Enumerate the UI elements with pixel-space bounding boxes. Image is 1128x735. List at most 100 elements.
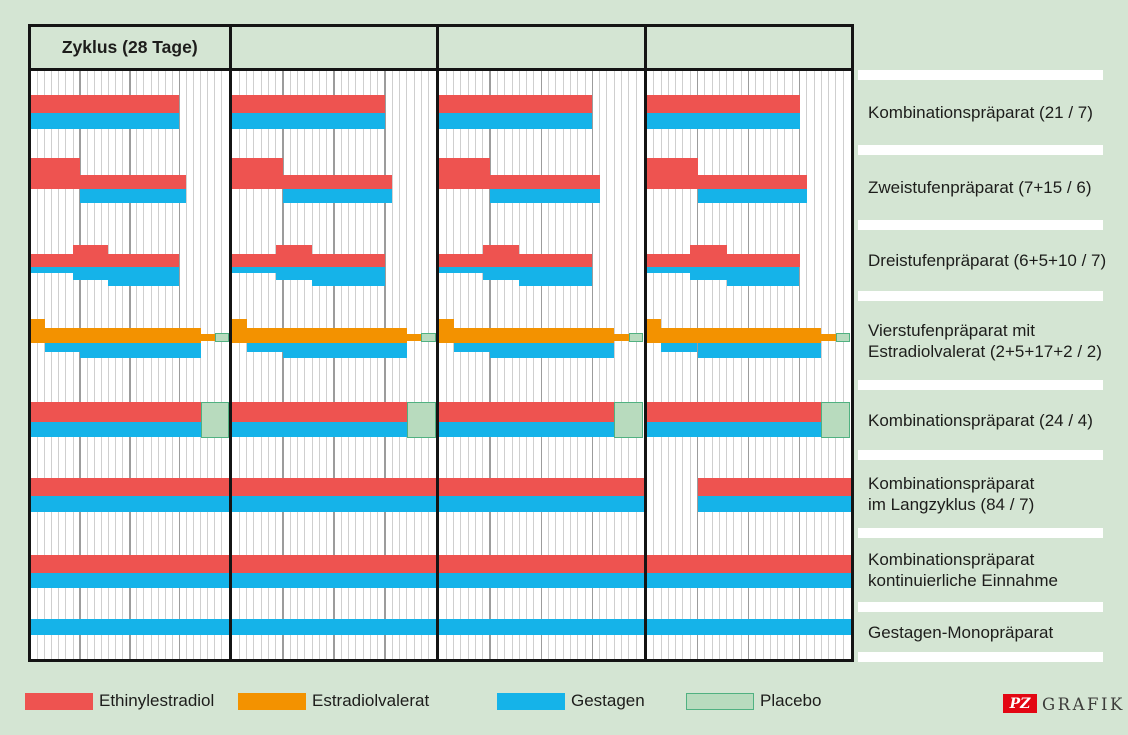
week-gridline: [591, 69, 594, 659]
bar-segment-ethinylestradiol: [482, 245, 520, 254]
row-label: Kombinationspräparat im Langzyklus (84 / …: [868, 460, 1120, 528]
day-gridline: [740, 69, 742, 659]
bar-segment-ethinylestradiol: [646, 158, 698, 189]
bar-segment-placebo: [614, 402, 644, 438]
day-gridline: [835, 69, 837, 659]
bar-segment-ethinylestradiol: [30, 158, 81, 189]
bar-segment-placebo: [406, 402, 436, 438]
bar-segment-gestagen: [275, 267, 313, 280]
day-gridline: [44, 69, 46, 659]
row-label: Kombinationspräparat (21 / 7): [868, 80, 1120, 145]
legend-label-ethinylestradiol: Ethinylestradiol: [99, 691, 215, 710]
bar-segment-gestagen: [232, 113, 385, 129]
day-gridline: [406, 69, 408, 659]
bar-segment-gestagen: [30, 573, 229, 588]
day-gridline: [171, 69, 173, 659]
day-gridline: [621, 69, 623, 659]
day-gridline: [482, 69, 484, 659]
bar-segment-gestagen: [439, 619, 644, 635]
bar-segment-gestagen: [30, 267, 74, 273]
bar-segment-ethinylestradiol: [30, 95, 180, 113]
day-gridline: [136, 69, 138, 659]
bar-segment-gestagen: [30, 619, 229, 635]
table-frame: [27, 23, 854, 662]
bar-segment-ethinylestradiol: [697, 478, 851, 496]
day-gridline: [675, 69, 677, 659]
legend-swatch-estradiolvalerat: [238, 693, 306, 710]
day-gridline: [157, 69, 159, 659]
day-gridline: [813, 69, 815, 659]
day-gridline: [420, 69, 422, 659]
day-gridline: [791, 69, 793, 659]
day-gridline: [755, 69, 757, 659]
bar-segment-ethinylestradiol: [232, 254, 385, 267]
bar-segment-gestagen: [453, 343, 491, 352]
day-gridline: [37, 69, 39, 659]
bar-segment-placebo: [421, 333, 436, 342]
day-gridline: [221, 69, 223, 659]
bar-segment-gestagen: [646, 422, 822, 437]
bar-segment-ethinylestradiol: [439, 478, 644, 496]
bar-segment-gestagen: [646, 619, 851, 635]
day-gridline: [784, 69, 786, 659]
label-separator-strip: [858, 528, 1103, 538]
legend-label-placebo: Placebo: [760, 691, 822, 710]
bar-segment-gestagen: [30, 496, 229, 512]
row-label-line: Kombinationspräparat (24 / 4): [868, 410, 1093, 430]
bar-segment-estradiolvalerat: [44, 328, 201, 343]
day-gridline: [682, 69, 684, 659]
day-gridline: [355, 69, 357, 659]
day-gridline: [689, 69, 691, 659]
pz-logo-mark: PZ: [1003, 694, 1037, 713]
day-gridline: [562, 69, 564, 659]
bar-segment-gestagen: [232, 619, 436, 635]
bar-segment-estradiolvalerat: [200, 334, 215, 341]
day-gridline: [86, 69, 88, 659]
day-gridline: [391, 69, 393, 659]
bar-segment-ethinylestradiol: [439, 158, 491, 189]
bar-segment-gestagen: [44, 343, 81, 352]
row-label: Kombinationspräparat kontinuierliche Einn…: [868, 538, 1120, 602]
bar-segment-ethinylestradiol: [232, 402, 407, 422]
bar-segment-gestagen: [30, 422, 201, 437]
week-gridline: [384, 69, 386, 659]
day-gridline: [58, 69, 60, 659]
bar-segment-ethinylestradiol: [73, 245, 109, 254]
label-separator-strip: [858, 220, 1103, 230]
bar-segment-ethinylestradiol: [646, 254, 800, 267]
day-gridline: [150, 69, 152, 659]
day-gridline: [340, 69, 342, 659]
row-label-line: Estradiolvalerat (2+5+17+2 / 2): [868, 341, 1102, 361]
day-gridline: [577, 69, 579, 659]
day-gridline: [200, 69, 202, 659]
day-gridline: [733, 69, 735, 659]
bar-segment-ethinylestradiol: [490, 175, 600, 189]
day-gridline: [185, 69, 187, 659]
day-gridline: [369, 69, 371, 659]
bar-segment-estradiolvalerat: [614, 334, 629, 341]
day-gridline: [667, 69, 669, 659]
week-gridline: [489, 69, 491, 659]
day-gridline: [413, 69, 415, 659]
day-gridline: [275, 69, 277, 659]
week-gridline: [798, 69, 801, 659]
row-label-line: Kombinationspräparat (21 / 7): [868, 103, 1093, 122]
bar-segment-gestagen: [232, 573, 436, 588]
day-gridline: [599, 69, 601, 659]
day-gridline: [769, 69, 771, 659]
legend-swatch-gestagen: [497, 693, 565, 710]
label-separator-strip: [858, 145, 1103, 155]
bar-segment-estradiolvalerat: [821, 334, 836, 341]
bar-segment-gestagen: [646, 573, 851, 588]
day-gridline: [635, 69, 637, 659]
legend-swatch-placebo: [686, 693, 754, 710]
bar-segment-gestagen: [697, 189, 807, 203]
day-gridline: [504, 69, 506, 659]
day-gridline: [526, 69, 528, 659]
bar-segment-ethinylestradiol: [30, 555, 229, 573]
bar-segment-placebo: [628, 333, 644, 342]
day-gridline: [820, 69, 822, 659]
day-gridline: [511, 69, 513, 659]
week-gridline: [79, 69, 81, 659]
label-separator-strip: [858, 70, 1103, 80]
